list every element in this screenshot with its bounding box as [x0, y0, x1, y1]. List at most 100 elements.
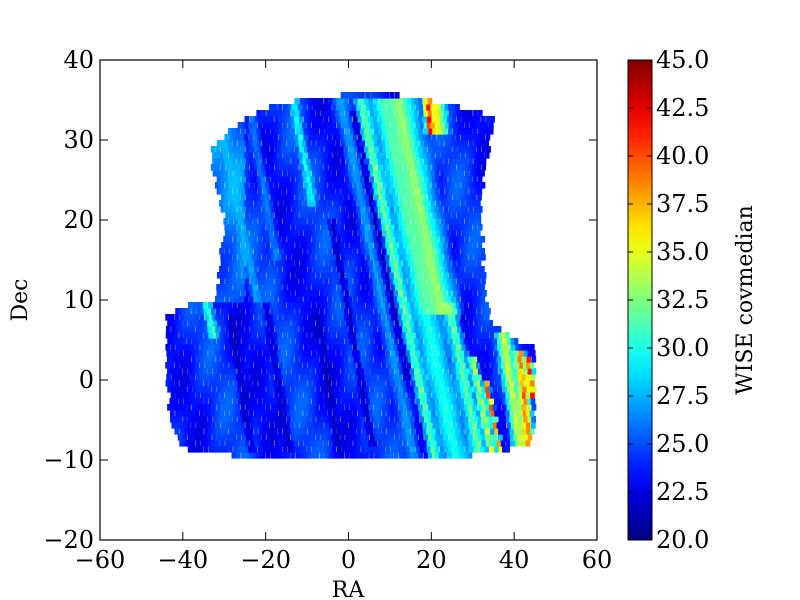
heatmap-cell: [419, 416, 425, 423]
heatmap-cell: [249, 392, 255, 399]
heatmap-cell: [328, 290, 334, 297]
heatmap-cell: [436, 116, 442, 123]
heatmap-cell: [335, 110, 340, 117]
heatmap-cell: [260, 176, 266, 183]
heatmap-cell: [244, 440, 250, 447]
heatmap-cell: [398, 356, 404, 363]
heatmap-cell: [413, 356, 419, 363]
heatmap-cell: [440, 344, 446, 351]
heatmap-cell: [318, 392, 324, 399]
heatmap-cell: [407, 290, 412, 297]
heatmap-cell: [477, 386, 483, 393]
heatmap-cell: [348, 164, 353, 171]
heatmap-cell: [282, 104, 288, 111]
heatmap-cell: [438, 452, 444, 459]
heatmap-cell: [272, 266, 278, 273]
heatmap-cell: [453, 176, 458, 183]
heatmap-cell: [344, 128, 350, 135]
heatmap-cell: [393, 146, 398, 153]
heatmap-cell: [215, 308, 221, 315]
heatmap-cell: [343, 410, 349, 417]
heatmap-cell: [223, 236, 228, 243]
heatmap-cell: [351, 266, 357, 273]
heatmap-cell: [422, 146, 428, 153]
heatmap-cell: [258, 182, 263, 189]
heatmap-cell: [366, 104, 371, 111]
heatmap-cell: [192, 434, 197, 441]
heatmap-cell: [320, 386, 326, 393]
heatmap-cell: [444, 188, 450, 195]
heatmap-cell: [349, 338, 355, 345]
heatmap-cell: [463, 242, 469, 249]
heatmap-cell: [381, 380, 386, 387]
heatmap-cell: [203, 404, 208, 411]
heatmap-cell: [257, 446, 263, 453]
heatmap-cell: [233, 410, 239, 417]
heatmap-cell: [203, 356, 209, 363]
heatmap-cell: [461, 440, 467, 447]
heatmap-cell: [410, 236, 415, 243]
heatmap-cell: [266, 446, 272, 453]
heatmap-cell: [471, 230, 477, 237]
heatmap-cell: [331, 110, 336, 117]
heatmap-cell: [190, 374, 196, 381]
heatmap-cell: [455, 428, 460, 435]
heatmap-cell: [299, 320, 305, 327]
heatmap-cell: [376, 362, 382, 369]
heatmap-cell: [463, 320, 469, 327]
heatmap-cell: [314, 260, 320, 267]
heatmap-cell: [447, 428, 453, 435]
heatmap-cell: [407, 128, 412, 135]
heatmap-cell: [403, 110, 408, 117]
heatmap-cell: [348, 98, 354, 105]
heatmap-cell: [310, 404, 315, 411]
heatmap-cell: [285, 338, 291, 345]
heatmap-cell: [529, 380, 535, 387]
heatmap-cell: [403, 308, 408, 315]
heatmap-cell: [382, 260, 388, 267]
heatmap-cell: [423, 242, 428, 249]
heatmap-cell: [509, 368, 515, 375]
heatmap-cell: [452, 404, 458, 411]
heatmap-cell: [409, 368, 415, 375]
heatmap-cell: [285, 434, 291, 441]
heatmap-cell: [442, 374, 448, 381]
heatmap-cell: [347, 230, 353, 237]
heatmap-cell: [269, 218, 274, 225]
heatmap-cell: [306, 206, 311, 213]
heatmap-cell: [494, 398, 499, 405]
heatmap-cell: [285, 212, 291, 219]
heatmap-cell: [335, 290, 340, 297]
heatmap-cell: [360, 254, 365, 261]
heatmap-cell: [274, 224, 280, 231]
heatmap-cell: [419, 302, 425, 309]
heatmap-cell: [349, 92, 354, 99]
heatmap-cell: [518, 398, 524, 405]
heatmap-cell: [202, 386, 208, 393]
heatmap-cell: [220, 140, 225, 147]
heatmap-cell: [386, 98, 391, 105]
heatmap-cell: [339, 164, 345, 171]
heatmap-cell: [414, 140, 420, 147]
heatmap-cell: [269, 326, 275, 333]
colorbar-tick-label: 37.5: [656, 190, 709, 218]
heatmap-cell: [306, 140, 311, 147]
heatmap-cell: [385, 242, 391, 249]
heatmap-cell: [290, 290, 295, 297]
heatmap-cell: [241, 140, 247, 147]
heatmap-cell: [411, 260, 416, 267]
heatmap-cell: [501, 422, 507, 429]
heatmap-cell: [431, 230, 437, 237]
heatmap-cell: [248, 302, 254, 309]
heatmap-cell: [385, 302, 390, 309]
heatmap-cell: [336, 218, 342, 225]
heatmap-cell: [237, 350, 243, 357]
heatmap-cell: [365, 188, 371, 195]
heatmap-cell: [274, 434, 280, 441]
heatmap-cell: [260, 146, 266, 153]
heatmap-cell: [451, 410, 456, 417]
heatmap-cell: [422, 116, 427, 123]
heatmap-cell: [380, 446, 386, 453]
heatmap-cell: [477, 434, 483, 441]
